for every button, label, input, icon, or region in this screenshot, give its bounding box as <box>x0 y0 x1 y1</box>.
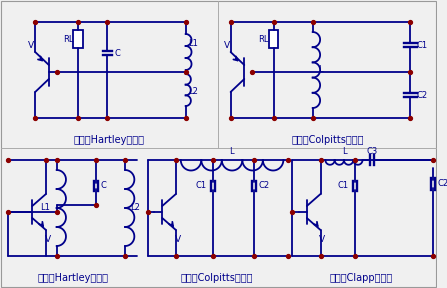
Bar <box>269 30 278 48</box>
Text: L1: L1 <box>189 39 198 48</box>
Text: C1: C1 <box>196 181 207 190</box>
Text: L: L <box>318 65 323 75</box>
Text: 共基极Hartley振荡器: 共基极Hartley振荡器 <box>74 135 145 145</box>
Text: V: V <box>175 234 181 243</box>
Text: L1: L1 <box>40 204 50 213</box>
Text: V: V <box>224 41 230 50</box>
Text: C3: C3 <box>367 147 378 156</box>
Text: C1: C1 <box>337 181 349 190</box>
Text: C2: C2 <box>258 181 270 190</box>
Text: 共基极Colpitts振荡器: 共基极Colpitts振荡器 <box>291 135 363 145</box>
Text: C: C <box>101 181 106 190</box>
Text: 共射极Clapp振荡器: 共射极Clapp振荡器 <box>330 273 393 283</box>
Text: 共射极Colpitts振荡器: 共射极Colpitts振荡器 <box>181 273 253 283</box>
Text: V: V <box>45 234 51 243</box>
Text: L: L <box>342 147 346 156</box>
Text: L: L <box>229 147 234 156</box>
Text: C2: C2 <box>437 179 447 189</box>
Text: RL: RL <box>63 35 74 43</box>
Text: RL: RL <box>258 35 269 43</box>
Text: V: V <box>320 234 325 243</box>
Text: C: C <box>114 48 120 58</box>
Bar <box>73 30 83 48</box>
Text: V: V <box>28 41 34 50</box>
Text: L2: L2 <box>189 88 198 96</box>
Text: L2: L2 <box>130 204 140 213</box>
Text: C2: C2 <box>417 90 428 99</box>
Text: 共射极Hartley振荡器: 共射极Hartley振荡器 <box>38 273 109 283</box>
Text: C1: C1 <box>417 41 428 50</box>
